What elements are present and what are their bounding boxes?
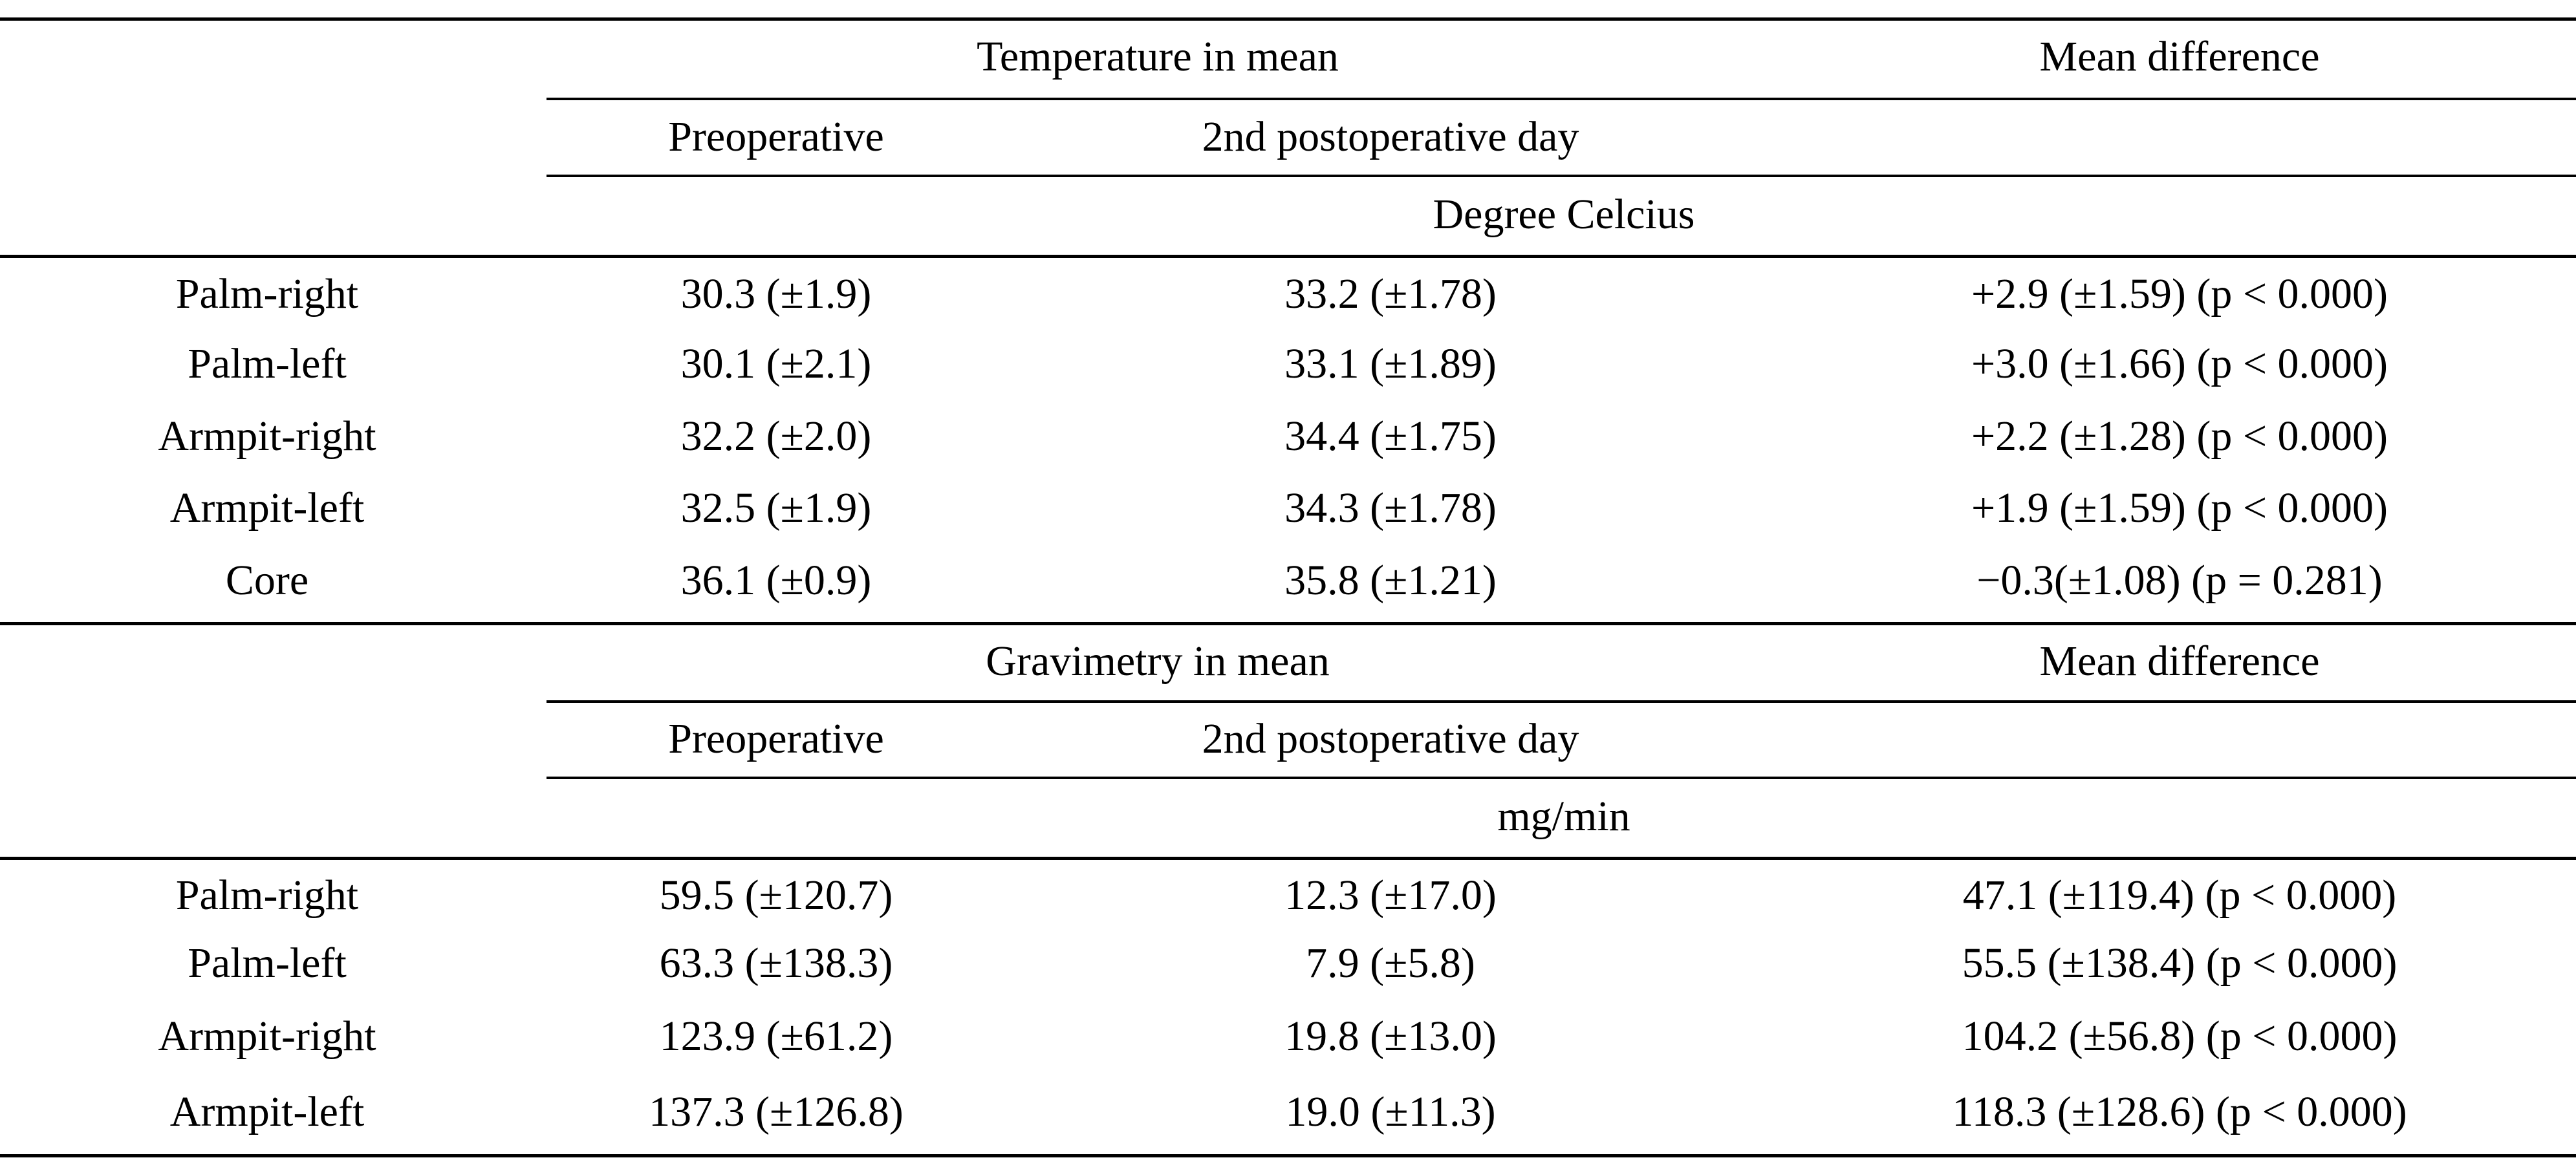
preop-value: 137.3 (±126.8) [649,1088,904,1135]
temp-group-rule [547,98,2576,100]
postop-value: 34.3 (±1.78) [1284,484,1497,532]
preop-value: 123.9 (±61.2) [659,1013,893,1060]
mean-diff-value: +1.9 (±1.59) (p < 0.000) [1971,484,2388,532]
postop-value: 33.2 (±1.78) [1284,270,1497,317]
mean-diff-value: +2.2 (±1.28) (p < 0.000) [1971,413,2388,460]
postop-value: 19.8 (±13.0) [1284,1013,1497,1060]
postop-value: 19.0 (±11.3) [1285,1088,1496,1135]
bottom-rule [0,1154,2576,1157]
top-rule [0,17,2576,21]
grav-unit-label: mg/min [1497,793,1630,840]
preop-value: 36.1 (±0.9) [680,557,872,604]
preop-value: 30.3 (±1.9) [680,270,872,317]
mean-diff-value: 104.2 (±56.8) (p < 0.000) [1962,1013,2397,1060]
preop-value: 30.1 (±2.1) [680,340,872,387]
mean-diff-value: −0.3(±1.08) (p = 0.281) [1976,557,2383,604]
row-label: Armpit-right [158,413,376,460]
postop-value: 7.9 (±5.8) [1306,940,1475,987]
mean-diff-value: +3.0 (±1.66) (p < 0.000) [1971,340,2388,387]
preop-value: 32.5 (±1.9) [680,484,872,532]
grav-unit-rule [0,857,2576,860]
grav-col-postop-header: 2nd postoperative day [1202,715,1579,762]
temp-col-preop-header: Preoperative [668,113,884,160]
mean-diff-value: 118.3 (±128.6) (p < 0.000) [1952,1088,2407,1135]
mean-diff-value: +2.9 (±1.59) (p < 0.000) [1971,270,2388,317]
preop-value: 63.3 (±138.3) [659,940,893,987]
grav-subheader-rule [547,777,2576,779]
section-divider-rule [0,622,2576,625]
preop-value: 59.5 (±120.7) [659,872,893,919]
temp-col-postop-header: 2nd postoperative day [1202,113,1579,160]
grav-mean-diff-header: Mean difference [2039,638,2320,685]
postop-value: 12.3 (±17.0) [1284,872,1497,919]
grav-group-rule [547,700,2576,703]
postop-value: 34.4 (±1.75) [1284,413,1497,460]
temp-unit-label: Degree Celcius [1433,191,1695,238]
temp-mean-diff-header: Mean difference [2039,33,2320,80]
row-label: Palm-right [175,270,359,317]
temp-unit-rule [0,255,2576,258]
mean-diff-value: 47.1 (±119.4) (p < 0.000) [1962,872,2397,919]
row-label: Palm-left [188,940,347,987]
row-label: Palm-left [188,340,347,387]
row-label: Palm-right [175,872,359,919]
postop-value: 33.1 (±1.89) [1284,340,1497,387]
row-label: Armpit-right [158,1013,376,1060]
grav-group-header: Gravimetry in mean [986,638,1330,685]
temp-subheader-rule [547,175,2576,177]
temp-group-header: Temperature in mean [977,33,1339,80]
row-label: Armpit-left [169,1088,365,1135]
postop-value: 35.8 (±1.21) [1284,557,1497,604]
row-label: Core [225,557,309,604]
preop-value: 32.2 (±2.0) [680,413,872,460]
grav-col-preop-header: Preoperative [668,715,884,762]
row-label: Armpit-left [169,484,365,532]
mean-diff-value: 55.5 (±138.4) (p < 0.000) [1962,940,2397,987]
